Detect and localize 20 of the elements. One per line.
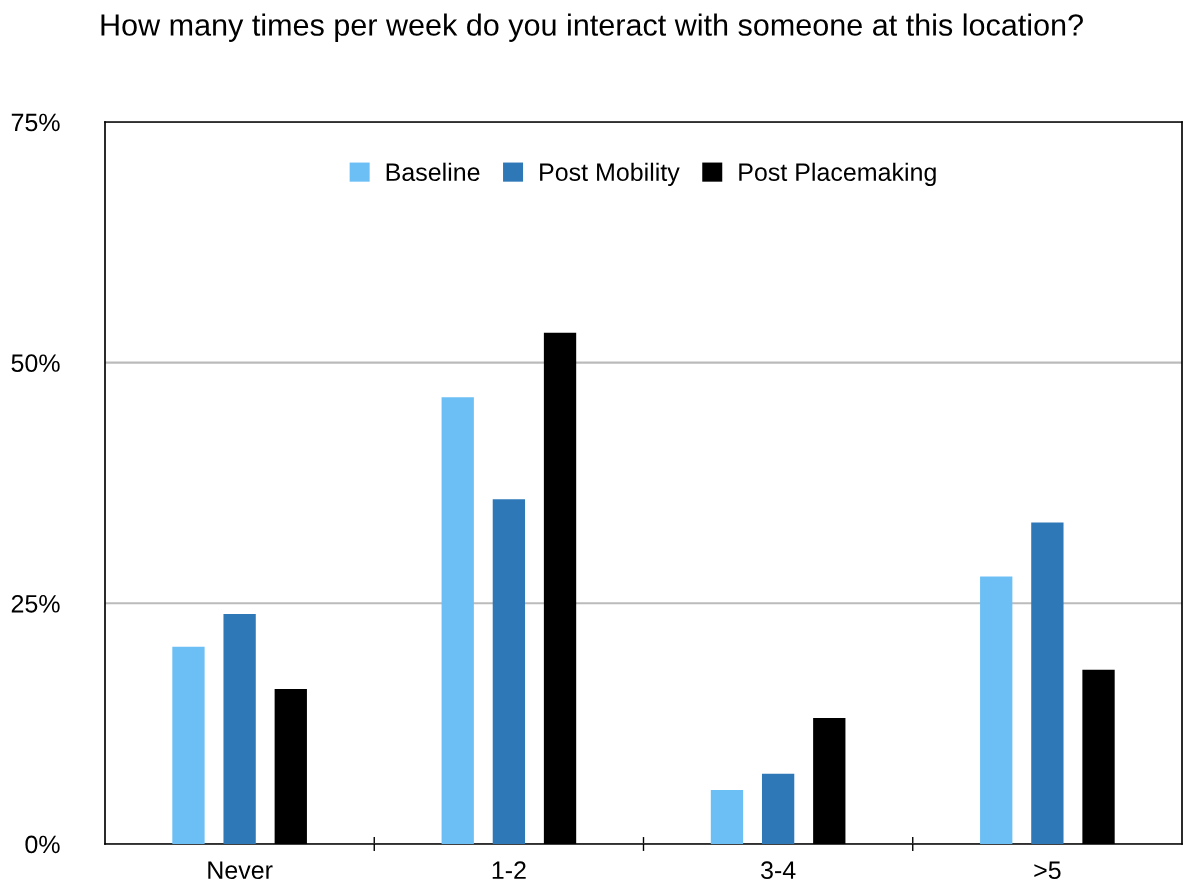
bar	[710, 790, 744, 844]
chart-title: How many times per week do you interact with someone at this location?	[101, 13, 1083, 42]
y-tick-label: 0%	[25, 835, 60, 854]
legend-label: Post Placemaking	[739, 162, 936, 186]
y-tick-label: 25%	[11, 594, 60, 613]
bar	[492, 499, 526, 844]
bar	[441, 397, 474, 844]
x-tick-label: 1-2	[492, 861, 526, 879]
x-tick-label: >5	[1034, 861, 1061, 880]
legend-label: Baseline	[386, 162, 480, 182]
bar	[761, 773, 795, 844]
bar	[223, 613, 256, 844]
y-tick-label: 50%	[11, 354, 60, 372]
bar	[172, 646, 205, 844]
legend-label: Post Mobility	[540, 162, 680, 186]
y-tick-label: 75%	[11, 113, 60, 132]
bar	[980, 576, 1013, 844]
bar	[1031, 522, 1064, 844]
x-tick-label: Never	[208, 861, 273, 880]
x-tick-label: 3-4	[761, 861, 796, 880]
